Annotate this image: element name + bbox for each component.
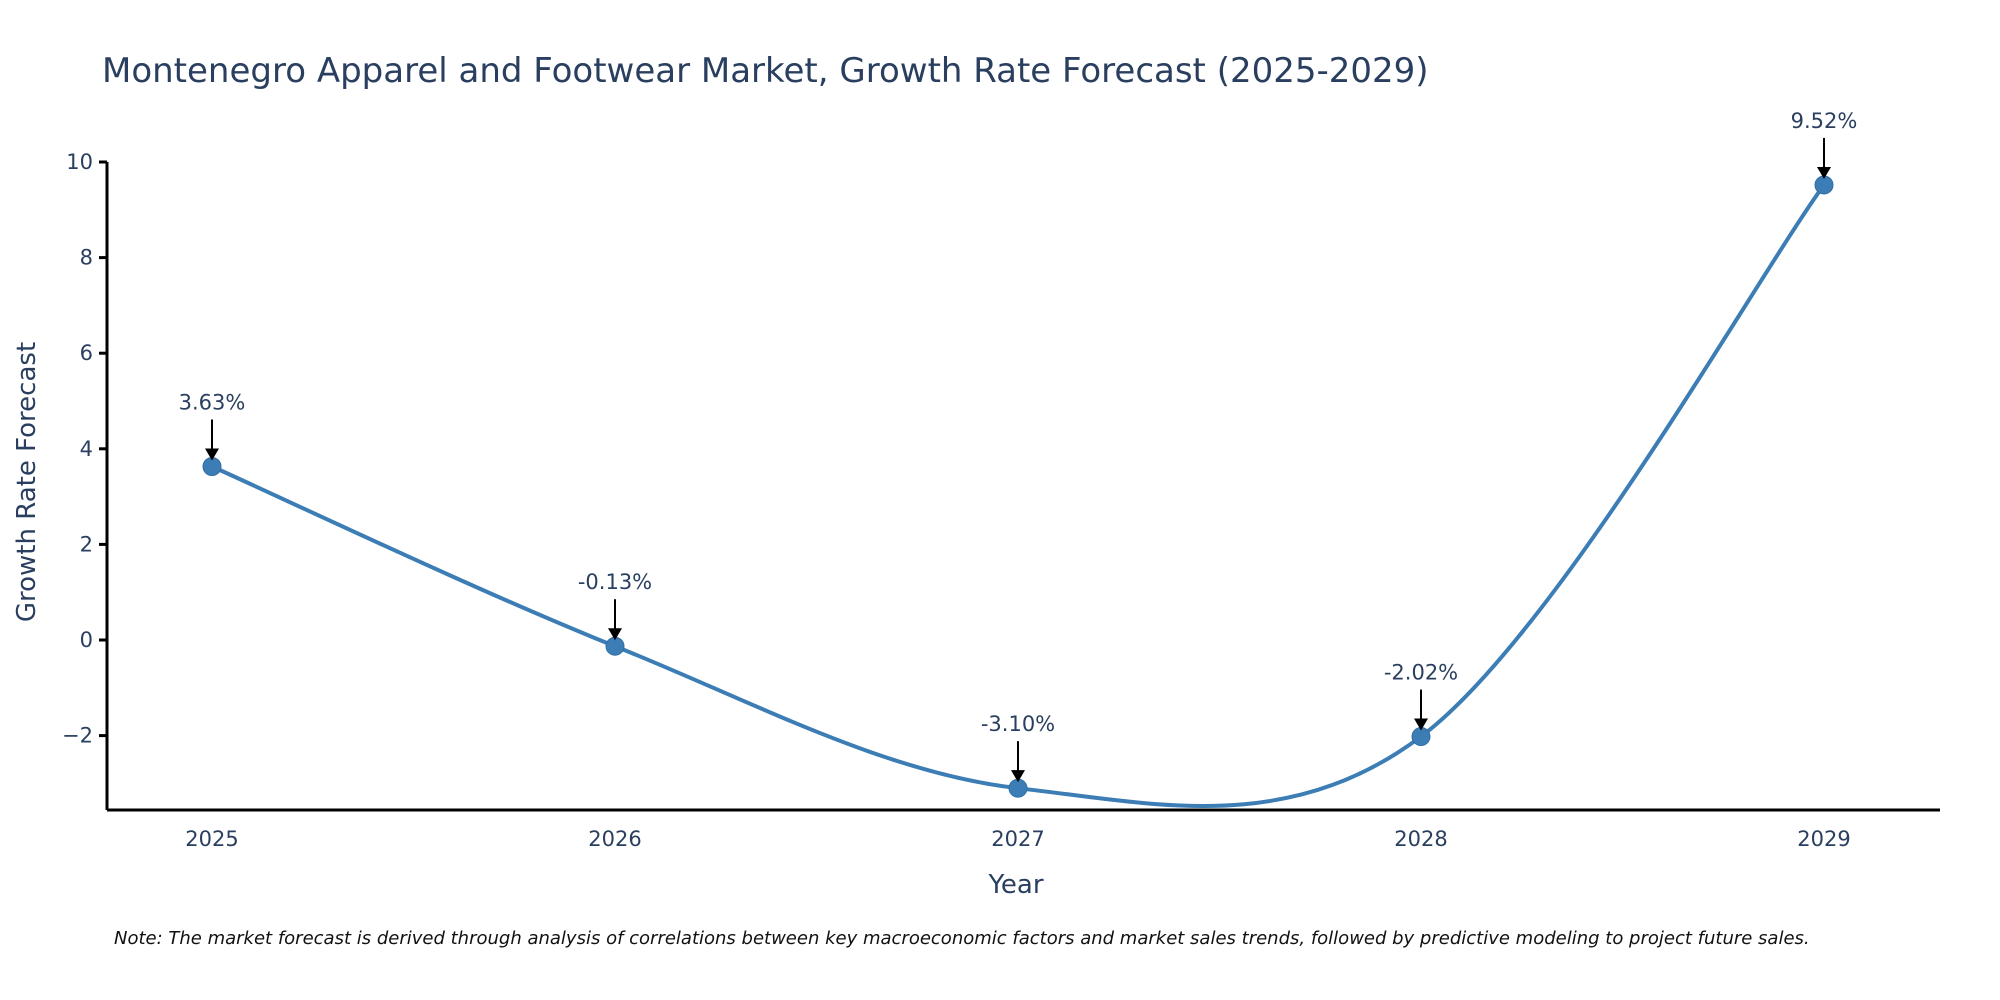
- chart-title: Montenegro Apparel and Footwear Market, …: [102, 51, 1429, 91]
- arrow-head-2026: [608, 628, 622, 641]
- arrow-head-2029: [1817, 166, 1831, 179]
- annotation-layer: 3.63% -0.13% -3.10% -2.02% 9.52%: [179, 109, 1858, 783]
- y-tick-label-4: 2: [80, 532, 93, 556]
- x-tick-label-2029: 2029: [1797, 827, 1850, 851]
- data-label-2028: -2.02%: [1384, 661, 1458, 685]
- y-tick-label-0: 10: [66, 150, 93, 174]
- arrow-head-2027: [1011, 770, 1025, 783]
- x-axis-title: Year: [987, 870, 1043, 900]
- chart-note: Note: The market forecast is derived thr…: [114, 928, 1810, 949]
- x-tick-label-2025: 2025: [185, 827, 238, 851]
- y-axis-ticks: 10 8 6 4 2 0 −2: [62, 150, 107, 748]
- data-label-2025: 3.63%: [179, 390, 246, 414]
- arrow-head-2025: [205, 448, 219, 461]
- data-label-2029: 9.52%: [1791, 109, 1858, 133]
- x-tick-label-2028: 2028: [1394, 827, 1447, 851]
- y-tick-label-3: 4: [80, 437, 93, 461]
- x-tick-label-2026: 2026: [588, 827, 641, 851]
- x-tick-label-2027: 2027: [991, 827, 1044, 851]
- data-label-2027: -3.10%: [981, 712, 1055, 736]
- y-axis-title: Growth Rate Forecast: [12, 342, 42, 622]
- x-axis-ticks: 2025 2026 2027 2028 2029: [185, 827, 1850, 851]
- series-layer: [210, 182, 1826, 808]
- y-tick-label-5: 0: [80, 628, 93, 652]
- y-tick-label-2: 6: [80, 341, 93, 365]
- arrow-head-2028: [1414, 718, 1428, 731]
- data-label-2026: -0.13%: [578, 570, 652, 594]
- growth-rate-line: [210, 182, 1826, 808]
- marker-layer: [202, 175, 1834, 798]
- y-tick-label-6: −2: [62, 724, 93, 748]
- y-tick-label-1: 8: [80, 246, 93, 270]
